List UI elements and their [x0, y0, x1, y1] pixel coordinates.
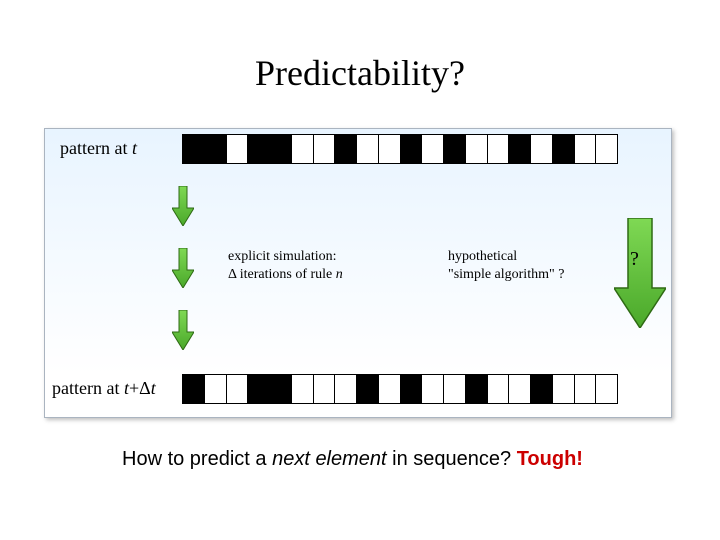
cell: [379, 375, 401, 403]
cell: [509, 135, 531, 163]
explicit-line1: explicit simulation:: [228, 249, 337, 264]
cell: [488, 135, 510, 163]
cell: [270, 375, 292, 403]
cell: [466, 135, 488, 163]
bottom-pre: How to predict a: [122, 448, 272, 470]
explicit-line2-var: n: [336, 267, 343, 282]
cell: [553, 135, 575, 163]
explicit-line2-pre: Δ iterations of rule: [228, 267, 336, 282]
cell: [466, 375, 488, 403]
bottom-mid: in sequence?: [387, 448, 517, 470]
cell: [227, 135, 249, 163]
cell-strip-bottom: [182, 374, 618, 404]
cell: [488, 375, 510, 403]
cell: [335, 135, 357, 163]
cell: [553, 375, 575, 403]
small-arrow-1: [172, 186, 194, 226]
label-pattern-tdt-text: pattern at: [52, 378, 124, 398]
question-mark: ?: [630, 248, 639, 271]
label-pattern-t-var: t: [132, 138, 137, 158]
cell: [227, 375, 249, 403]
cell-strip-top: [182, 134, 618, 164]
cell: [422, 375, 444, 403]
slide-title: Predictability?: [0, 52, 720, 94]
small-arrow-2: [172, 248, 194, 288]
bottom-caption: How to predict a next element in sequenc…: [122, 448, 583, 471]
cell: [401, 375, 423, 403]
label-pattern-t: pattern at t: [60, 138, 137, 159]
cell: [401, 135, 423, 163]
cell: [183, 135, 205, 163]
cell: [248, 375, 270, 403]
cell: [422, 135, 444, 163]
cell: [357, 375, 379, 403]
cell: [292, 135, 314, 163]
cell: [205, 375, 227, 403]
cell: [183, 375, 205, 403]
cell: [248, 135, 270, 163]
bottom-ital: next element: [272, 448, 387, 470]
explicit-sim-text: explicit simulation: Δ iterations of rul…: [228, 248, 388, 283]
label-pattern-tdt-plus: +Δ: [129, 378, 151, 398]
cell: [596, 375, 617, 403]
cell: [205, 135, 227, 163]
cell: [509, 375, 531, 403]
bottom-tough: Tough!: [517, 448, 583, 470]
cell: [444, 375, 466, 403]
cell: [575, 375, 597, 403]
cell: [596, 135, 617, 163]
cell: [531, 375, 553, 403]
cell: [314, 375, 336, 403]
small-arrow-3: [172, 310, 194, 350]
cell: [335, 375, 357, 403]
hypothetical-text: hypothetical "simple algorithm" ?: [448, 248, 598, 283]
cell: [444, 135, 466, 163]
cell: [314, 135, 336, 163]
label-pattern-tdt-var2: t: [151, 378, 156, 398]
hypo-line1: hypothetical: [448, 249, 517, 264]
label-pattern-tdt: pattern at t+Δt: [52, 378, 156, 399]
cell: [379, 135, 401, 163]
cell: [575, 135, 597, 163]
cell: [292, 375, 314, 403]
cell: [357, 135, 379, 163]
hypo-line2: "simple algorithm" ?: [448, 267, 564, 282]
cell: [270, 135, 292, 163]
big-arrow: [614, 218, 666, 328]
label-pattern-t-text: pattern at: [60, 138, 132, 158]
cell: [531, 135, 553, 163]
